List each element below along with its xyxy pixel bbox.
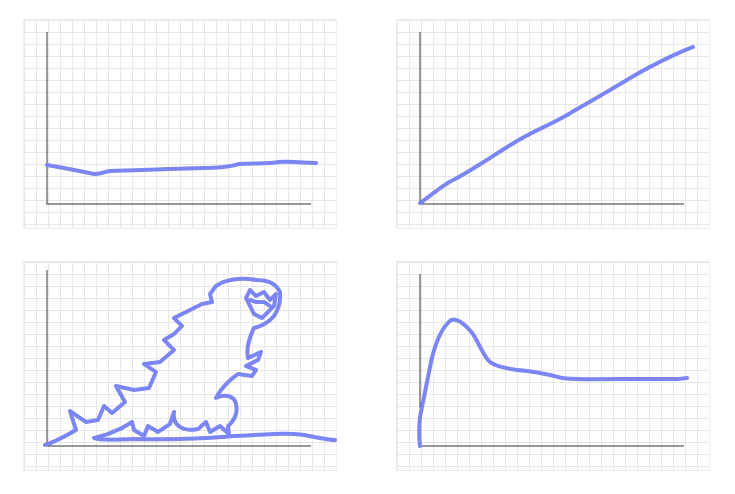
plot-area — [45, 32, 318, 205]
axis-lines — [419, 274, 684, 447]
drawn-curve — [418, 45, 695, 205]
plot-area — [418, 32, 695, 205]
drawn-curve — [248, 298, 272, 308]
plot-area — [43, 270, 337, 447]
chart-panel-top-right — [396, 19, 710, 229]
chart-panel-bottom-right — [396, 261, 710, 471]
drawn-curve — [43, 276, 337, 447]
axis-lines — [46, 32, 311, 205]
plot-area — [417, 274, 689, 448]
drawn-curve — [45, 159, 318, 176]
drawn-curve — [417, 317, 689, 448]
chart-panel-bottom-left — [23, 261, 337, 471]
drawn-curve — [244, 288, 278, 320]
chart-panel-top-left — [23, 19, 337, 229]
